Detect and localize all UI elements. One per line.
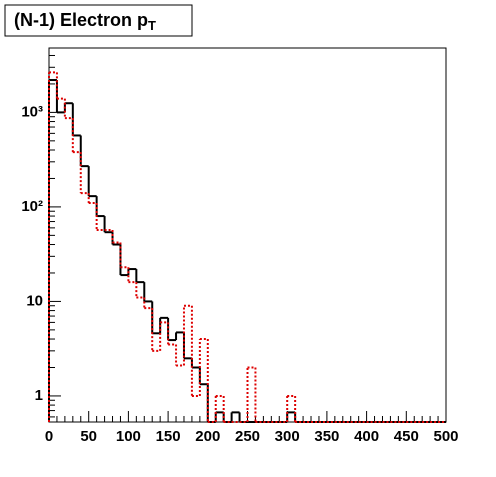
title-main: (N-1) Electron p bbox=[14, 10, 148, 30]
chart-title: (N-1) Electron pT bbox=[14, 10, 156, 34]
y-tick-label: 10³ bbox=[21, 103, 43, 120]
title-subscript: T bbox=[148, 18, 156, 33]
x-tick-label: 250 bbox=[235, 428, 260, 445]
x-tick-label: 150 bbox=[156, 428, 181, 445]
title-box bbox=[4, 4, 193, 37]
x-tick-label: 500 bbox=[433, 428, 458, 445]
x-tick-label: 350 bbox=[314, 428, 339, 445]
x-tick-label: 400 bbox=[354, 428, 379, 445]
x-tick-label: 0 bbox=[45, 428, 53, 445]
y-tick-label: 10² bbox=[21, 198, 43, 215]
x-tick-label: 100 bbox=[116, 428, 141, 445]
x-tick-label: 300 bbox=[275, 428, 300, 445]
y-tick-label: 10 bbox=[26, 292, 43, 309]
x-tick-label: 50 bbox=[80, 428, 97, 445]
x-tick-label: 200 bbox=[195, 428, 220, 445]
y-tick-label: 1 bbox=[35, 387, 43, 404]
x-tick-label: 450 bbox=[394, 428, 419, 445]
